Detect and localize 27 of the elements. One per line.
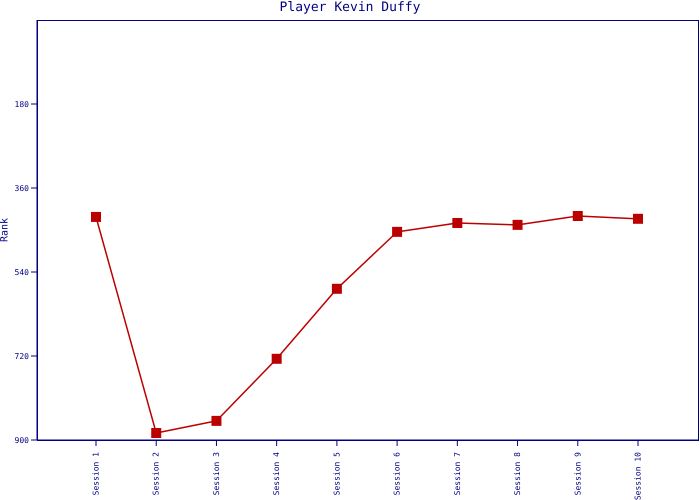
- x-tick-label: Session 10: [634, 452, 642, 500]
- x-tick-label: Session 2: [152, 452, 161, 496]
- point: [332, 284, 342, 294]
- y-tick-label: 540: [14, 268, 30, 277]
- point: [392, 226, 402, 237]
- point: [91, 212, 101, 222]
- x-tick-label: Session 9: [573, 452, 582, 496]
- x-tick-label: Session 4: [272, 452, 282, 496]
- y-tick-label: 900: [14, 436, 30, 445]
- chart-title: Player Kevin Duffy: [278, 0, 422, 16]
- point: [572, 211, 583, 221]
- point: [633, 214, 643, 224]
- point: [272, 354, 282, 364]
- y-tick-label: 180: [14, 100, 30, 109]
- x-tick-label: Session 6: [392, 452, 402, 496]
- point: [151, 428, 162, 438]
- x-tick-label: Session 8: [513, 452, 522, 496]
- y-tick-label: 360: [14, 184, 30, 193]
- point: [452, 218, 462, 228]
- x-tick-label: Session 3: [212, 452, 221, 496]
- x-tick-label: Session 7: [452, 452, 462, 496]
- x-tick-label: Session 1: [92, 452, 100, 496]
- x-tick-label: Session 5: [332, 452, 342, 496]
- y-tick-label: 720: [14, 352, 30, 361]
- point: [211, 416, 222, 426]
- point: [512, 220, 523, 230]
- y-axis-title: Rank: [0, 218, 11, 242]
